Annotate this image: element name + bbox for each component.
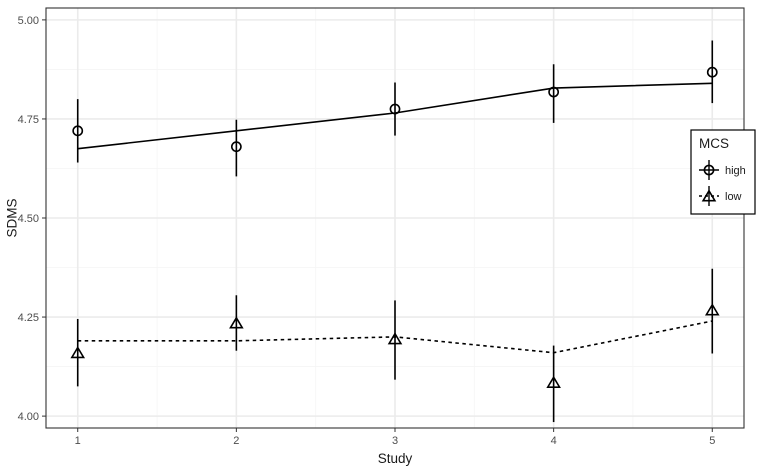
point-low [229, 316, 244, 329]
y-tick-label: 5.00 [18, 15, 39, 27]
axis-ticks [42, 19, 713, 432]
markers [70, 66, 720, 388]
legend-key-marker-high [703, 164, 715, 176]
x-tick-label: 1 [75, 435, 81, 447]
tick-labels: 1 2 3 4 5 4.00 4.25 4.50 4.75 5.00 [18, 15, 716, 447]
y-tick-label: 4.25 [18, 312, 39, 324]
y-tick-label: 4.50 [18, 213, 39, 225]
point-low [387, 332, 403, 345]
legend-label-high: high [725, 165, 746, 177]
x-axis-title: Study [378, 451, 413, 466]
point-high [230, 141, 242, 153]
x-tick-label: 5 [709, 435, 715, 447]
point-low [70, 345, 86, 359]
point-high [72, 125, 84, 137]
point-high [706, 66, 718, 78]
legend-title: MCS [699, 136, 729, 151]
legend-box [690, 129, 756, 215]
x-tick-label: 4 [551, 435, 557, 447]
point-high [389, 103, 401, 115]
point-high [548, 86, 560, 98]
legend: MCS high low [690, 129, 756, 215]
x-tick-label: 2 [233, 435, 239, 447]
point-low [704, 303, 720, 316]
error-bars [76, 40, 714, 423]
legend-keys: high low [699, 160, 746, 206]
x-tick-label: 3 [392, 435, 398, 447]
legend-label-low: low [725, 191, 742, 203]
y-tick-label: 4.75 [18, 114, 39, 126]
y-axis-title: SDMS [5, 198, 20, 237]
point-low [546, 375, 561, 388]
legend-key-marker-low [701, 189, 717, 202]
y-tick-label: 4.00 [18, 411, 39, 423]
